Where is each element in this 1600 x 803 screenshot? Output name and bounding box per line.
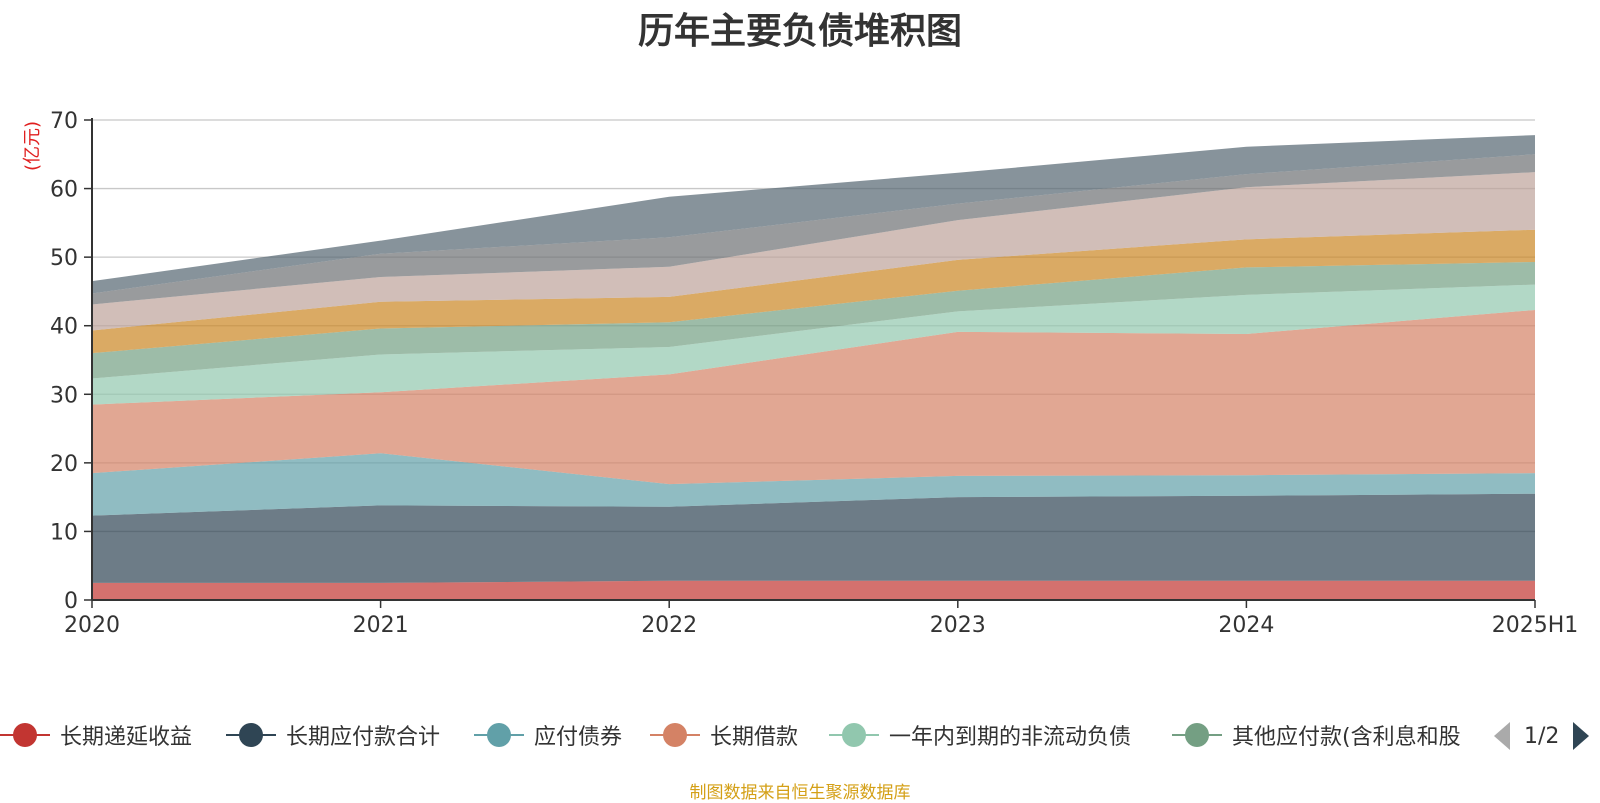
chart-title: 历年主要负债堆积图 [637,11,962,52]
x-tick-label: 2024 [1218,613,1274,638]
y-tick-label: 0 [64,589,78,614]
legend-item[interactable]: 一年内到期的非流动负债 [829,718,1131,752]
legend-swatch-icon [226,720,276,750]
area-series-6 [92,229,1535,354]
area-series-7 [92,172,1535,331]
y-tick-label: 70 [50,109,78,134]
x-tick-label: 2022 [641,613,697,638]
legend-next-page-icon[interactable] [1573,722,1590,750]
area-series-5 [92,261,1535,379]
area-series-4 [92,284,1535,405]
area-series-8 [92,154,1535,305]
legend-label: 长期应付款合计 [286,725,441,750]
area-series-3 [92,309,1535,485]
legend-item[interactable]: 长期借款 [650,718,798,752]
x-tick-label: 2025H1 [1492,613,1579,638]
legend-prev-page-icon[interactable] [1494,722,1510,750]
legend: 长期递延收益 长期应付款合计 应付债券 长期借款 一年内到期的非流动负债 其他应付款(含利… [0,718,1600,754]
area-series-2 [92,453,1535,516]
y-tick-label: 40 [50,315,78,340]
data-source-note: 制图数据来自恒生聚源数据库 [689,783,911,803]
area-series-1 [92,493,1535,583]
legend-label: 其他应付款(含利息和股 [1232,725,1461,750]
legend-swatch-icon [0,720,50,750]
legend-page-indicator: 1/2 [1524,723,1560,749]
legend-item[interactable]: 长期递延收益 [0,718,192,752]
legend-label: 长期借款 [710,725,799,750]
legend-label: 应付债券 [534,725,623,750]
area-series [92,135,1535,600]
legend-item[interactable]: 其他应付款(含利息和股 [1172,718,1461,752]
y-axis-label: (亿元) [22,121,43,171]
axes: 0 10 20 30 40 50 60 70 2020 2021 2022 2023 2024 2025H… [50,109,1578,638]
stacked-area-chart: 0 10 20 30 40 50 60 70 2020 2021 2022 2023 2024 2025H… [22,109,1578,638]
legend-label: 一年内到期的非流动负债 [889,725,1132,750]
area-series-9 [92,135,1535,294]
legend-label: 长期递延收益 [60,725,193,750]
legend-swatch-icon [474,720,524,750]
legend-swatch-icon [829,720,879,750]
y-tick-label: 50 [50,246,78,271]
y-tick-label: 60 [50,178,78,203]
area-series-0 [92,580,1535,600]
legend-item[interactable]: 长期应付款合计 [226,718,440,752]
legend-pager: 1/2 [1494,718,1590,754]
legend-item[interactable]: 应付债券 [474,718,622,752]
legend-swatch-icon [1172,720,1222,750]
x-tick-label: 2023 [930,613,986,638]
y-tick-label: 20 [50,452,78,477]
y-tick-label: 30 [50,383,78,408]
x-tick-label: 2020 [64,613,120,638]
legend-swatch-icon [650,720,700,750]
y-tick-label: 10 [50,520,78,545]
x-tick-label: 2021 [353,613,409,638]
